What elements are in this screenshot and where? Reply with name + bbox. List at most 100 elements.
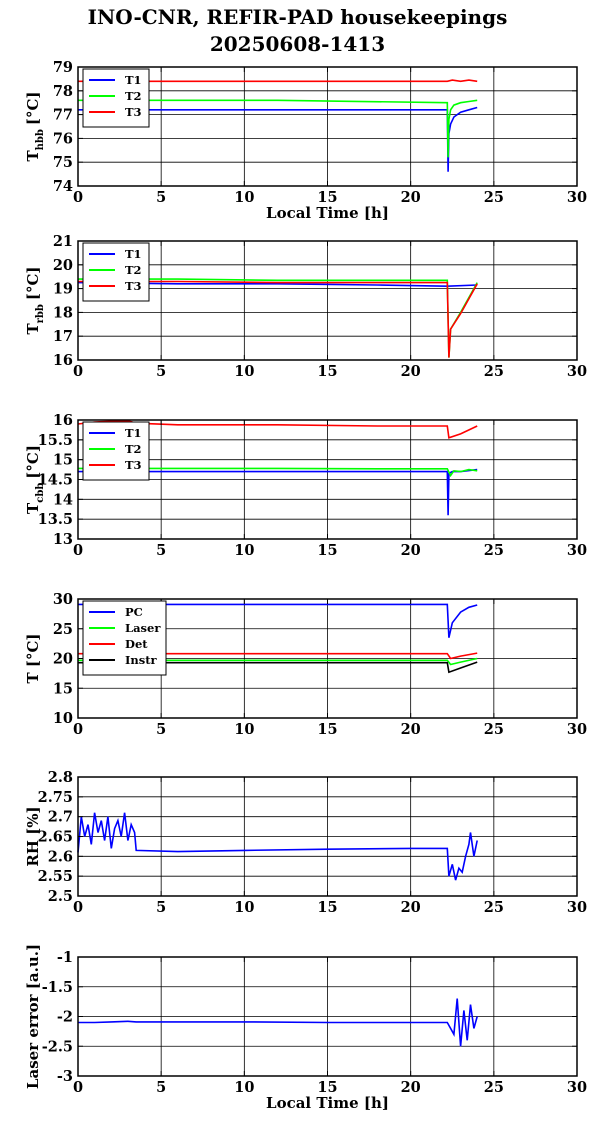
y-tick-label: 2.5 bbox=[48, 888, 73, 905]
legend-label-t2: T2 bbox=[125, 89, 142, 103]
legend-label-det: Det bbox=[125, 637, 148, 651]
x-tick-label: 20 bbox=[401, 721, 421, 738]
legend-label-t1: T1 bbox=[125, 426, 142, 440]
y-tick-label: 19 bbox=[53, 281, 73, 298]
y-tick-label: 2.55 bbox=[38, 868, 73, 885]
legend-box bbox=[82, 242, 150, 302]
x-tick-label: 30 bbox=[567, 363, 587, 380]
y-tick-label: 15 bbox=[53, 452, 73, 469]
y-tick-label: 16 bbox=[53, 352, 73, 369]
series-line-t1 bbox=[77, 281, 478, 288]
chart-title-line2: 20250608-1413 bbox=[209, 32, 386, 56]
x-tick-label: 10 bbox=[234, 1079, 254, 1096]
y-tick-label: 2.75 bbox=[38, 789, 73, 806]
y-axis-label: Laser error [a.u.] bbox=[24, 944, 42, 1089]
x-tick-label: 20 bbox=[401, 189, 421, 206]
x-tick-label: 30 bbox=[567, 542, 587, 559]
x-tick-label: 15 bbox=[317, 1079, 337, 1096]
x-tick-label: 30 bbox=[567, 899, 587, 916]
x-tick-label: 30 bbox=[567, 721, 587, 738]
series-line-t3 bbox=[78, 280, 478, 358]
x-tick-label: 25 bbox=[484, 899, 504, 916]
y-axis-label: Tcbb[°C] bbox=[24, 445, 46, 514]
legend-box bbox=[82, 68, 150, 128]
legend-label-t3: T3 bbox=[125, 458, 142, 472]
x-tick-label: 15 bbox=[317, 363, 337, 380]
x-tick-label: 5 bbox=[156, 721, 166, 738]
y-tick-label: 78 bbox=[53, 83, 73, 100]
x-tick-label: 25 bbox=[484, 189, 504, 206]
y-tick-label: 17 bbox=[53, 328, 73, 345]
x-tick-label: 30 bbox=[567, 189, 587, 206]
x-tick-label: 25 bbox=[484, 542, 504, 559]
y-tick-label: 14 bbox=[53, 491, 73, 508]
legend-label-pc: PC bbox=[125, 605, 143, 619]
legend-label-t2: T2 bbox=[125, 263, 142, 277]
y-axis-label: Thbb[°C] bbox=[24, 91, 46, 161]
x-tick-label: 5 bbox=[156, 189, 166, 206]
legend-label-instr: Instr bbox=[125, 653, 158, 667]
y-tick-label: -2.5 bbox=[42, 1038, 73, 1055]
x-tick-label: 5 bbox=[156, 1079, 166, 1096]
x-tick-label: 20 bbox=[401, 542, 421, 559]
x-tick-label: 20 bbox=[401, 363, 421, 380]
series-line-instr bbox=[78, 661, 478, 674]
y-axis-label: T [°C] bbox=[24, 633, 42, 683]
x-axis-label: Local Time [h] bbox=[266, 1094, 389, 1112]
y-tick-label: 10 bbox=[53, 710, 73, 727]
x-tick-label: 10 bbox=[234, 363, 254, 380]
y-tick-label: 18 bbox=[53, 304, 73, 321]
y-tick-label: 13.5 bbox=[38, 511, 73, 528]
y-tick-label: 77 bbox=[53, 107, 73, 124]
y-tick-label: 13 bbox=[53, 531, 73, 548]
legend-box bbox=[82, 421, 150, 481]
y-tick-label: 16 bbox=[53, 412, 73, 429]
y-tick-label: 20 bbox=[53, 257, 73, 274]
series-line-t3 bbox=[77, 419, 478, 439]
series-line-data bbox=[77, 812, 478, 881]
y-axis-label: RH [%] bbox=[24, 806, 42, 866]
x-tick-label: 15 bbox=[317, 899, 337, 916]
x-tick-label: 15 bbox=[317, 721, 337, 738]
legend-label-t1: T1 bbox=[125, 73, 142, 87]
y-tick-label: -3 bbox=[57, 1068, 73, 1085]
y-tick-label: 21 bbox=[53, 233, 73, 250]
x-tick-label: 25 bbox=[484, 721, 504, 738]
x-tick-label: 15 bbox=[317, 542, 337, 559]
legend-label-t3: T3 bbox=[125, 105, 142, 119]
y-tick-label: 2.8 bbox=[48, 769, 73, 786]
series-line-data bbox=[78, 998, 478, 1047]
y-tick-label: 25 bbox=[53, 621, 73, 638]
x-tick-label: 10 bbox=[234, 721, 254, 738]
x-tick-label: 0 bbox=[73, 721, 83, 738]
x-tick-label: 25 bbox=[484, 363, 504, 380]
y-tick-label: 2.7 bbox=[48, 809, 73, 826]
y-tick-label: 76 bbox=[53, 130, 73, 147]
series-line-pc bbox=[78, 603, 478, 638]
x-tick-label: 20 bbox=[401, 899, 421, 916]
x-tick-label: 10 bbox=[234, 189, 254, 206]
y-tick-label: 15.5 bbox=[38, 432, 73, 449]
x-tick-label: 0 bbox=[73, 542, 83, 559]
y-tick-label: 79 bbox=[53, 59, 73, 76]
y-tick-label: 15 bbox=[53, 680, 73, 697]
legend-label-t1: T1 bbox=[125, 247, 142, 261]
y-tick-label: 20 bbox=[53, 651, 73, 668]
x-tick-label: 5 bbox=[156, 363, 166, 380]
legend-label-t3: T3 bbox=[125, 279, 142, 293]
x-tick-label: 0 bbox=[73, 899, 83, 916]
series-line-det bbox=[78, 652, 478, 660]
x-tick-label: 0 bbox=[73, 363, 83, 380]
y-tick-label: 30 bbox=[53, 591, 73, 608]
series-line-t2 bbox=[78, 99, 478, 158]
legend-box bbox=[82, 600, 167, 676]
x-tick-label: 10 bbox=[234, 899, 254, 916]
y-tick-label: 2.65 bbox=[38, 829, 73, 846]
y-tick-label: 14.5 bbox=[38, 472, 73, 489]
y-tick-label: -2 bbox=[57, 1009, 73, 1026]
x-tick-label: 25 bbox=[484, 1079, 504, 1096]
x-tick-label: 20 bbox=[401, 1079, 421, 1096]
y-tick-label: 74 bbox=[53, 178, 73, 195]
chart-title: INO-CNR, REFIR-PAD housekeepings 2025060… bbox=[0, 4, 595, 58]
